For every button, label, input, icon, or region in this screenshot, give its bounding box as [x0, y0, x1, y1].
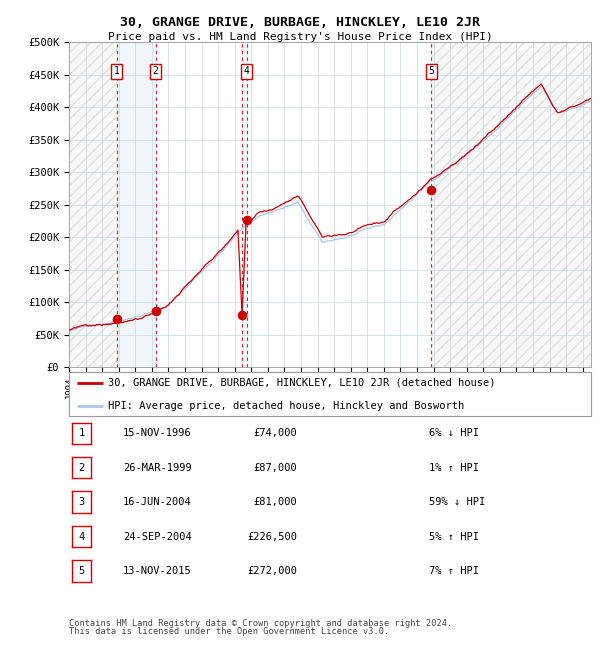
Text: £272,000: £272,000	[247, 566, 297, 576]
Point	[112, 314, 122, 324]
Bar	[69, 42, 117, 367]
Text: 15-NOV-1996: 15-NOV-1996	[123, 428, 192, 438]
Text: Price paid vs. HM Land Registry's House Price Index (HPI): Price paid vs. HM Land Registry's House …	[107, 32, 493, 42]
Bar	[431, 42, 591, 367]
Text: £74,000: £74,000	[253, 428, 297, 438]
Bar	[69, 42, 117, 367]
Text: £81,000: £81,000	[253, 497, 297, 507]
Text: 5: 5	[428, 66, 434, 77]
Point	[427, 185, 436, 196]
Text: This data is licensed under the Open Government Licence v3.0.: This data is licensed under the Open Gov…	[69, 627, 389, 636]
Text: 30, GRANGE DRIVE, BURBAGE, HINCKLEY, LE10 2JR: 30, GRANGE DRIVE, BURBAGE, HINCKLEY, LE1…	[120, 16, 480, 29]
Text: 1% ↑ HPI: 1% ↑ HPI	[429, 463, 479, 473]
Text: 2: 2	[79, 463, 85, 473]
Text: HPI: Average price, detached house, Hinckley and Bosworth: HPI: Average price, detached house, Hinc…	[108, 401, 464, 411]
Text: 2: 2	[153, 66, 158, 77]
Text: 6% ↓ HPI: 6% ↓ HPI	[429, 428, 479, 438]
Text: 3: 3	[79, 497, 85, 507]
Text: 30, GRANGE DRIVE, BURBAGE, HINCKLEY, LE10 2JR (detached house): 30, GRANGE DRIVE, BURBAGE, HINCKLEY, LE1…	[108, 378, 496, 388]
Text: 5% ↑ HPI: 5% ↑ HPI	[429, 532, 479, 541]
Text: 59% ↓ HPI: 59% ↓ HPI	[429, 497, 485, 507]
Text: 26-MAR-1999: 26-MAR-1999	[123, 463, 192, 473]
Text: £226,500: £226,500	[247, 532, 297, 541]
Text: 1: 1	[114, 66, 119, 77]
Bar	[242, 42, 247, 367]
Text: 13-NOV-2015: 13-NOV-2015	[123, 566, 192, 576]
Text: £87,000: £87,000	[253, 463, 297, 473]
Point	[151, 306, 160, 316]
Bar	[117, 42, 155, 367]
Point	[238, 309, 247, 320]
Point	[242, 214, 251, 225]
Text: 16-JUN-2004: 16-JUN-2004	[123, 497, 192, 507]
Text: 1: 1	[79, 428, 85, 438]
Text: 24-SEP-2004: 24-SEP-2004	[123, 532, 192, 541]
Text: Contains HM Land Registry data © Crown copyright and database right 2024.: Contains HM Land Registry data © Crown c…	[69, 619, 452, 628]
Text: 4: 4	[79, 532, 85, 541]
Text: 5: 5	[79, 566, 85, 576]
Bar	[431, 42, 591, 367]
Text: 4: 4	[244, 66, 250, 77]
Text: 7% ↑ HPI: 7% ↑ HPI	[429, 566, 479, 576]
